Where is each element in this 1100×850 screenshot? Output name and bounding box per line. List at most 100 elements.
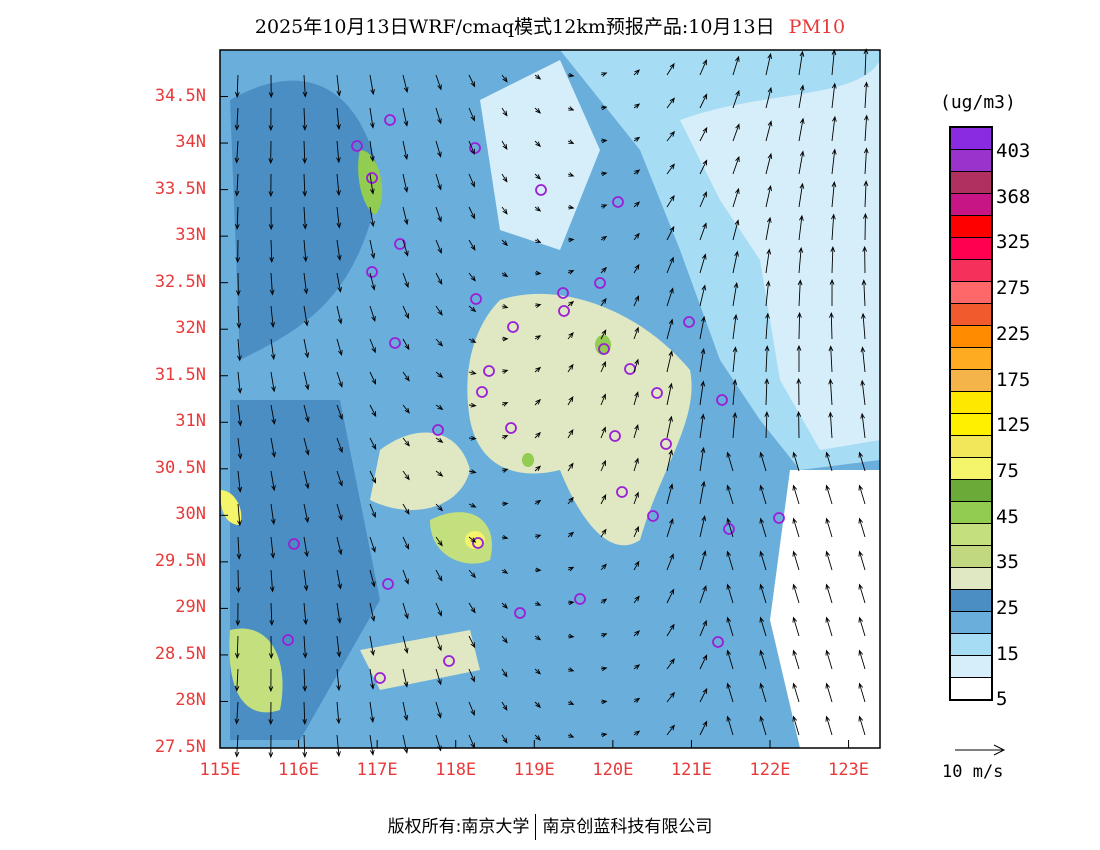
wind-arrow (862, 245, 868, 274)
wind-arrow (402, 602, 409, 620)
wind-arrow (798, 50, 805, 76)
wind-arrow (699, 315, 706, 340)
wind-arrow (234, 173, 240, 197)
wind-arrow (825, 484, 833, 505)
wind-arrow (402, 668, 409, 688)
wind-arrow (302, 140, 307, 164)
wind-arrow (765, 248, 772, 274)
wind-arrow (600, 329, 607, 340)
wind-arrow (666, 724, 675, 736)
wind-arrow (336, 206, 342, 229)
wind-arrow (237, 338, 242, 362)
wind-arrow (567, 139, 575, 144)
wind-arrow (268, 668, 274, 693)
wind-arrow (699, 413, 706, 439)
wind-arrow (633, 391, 639, 406)
wind-arrow (831, 115, 837, 142)
station-marker (507, 321, 519, 333)
wind-arrow (732, 55, 740, 76)
wind-arrow (861, 279, 867, 307)
wind-arrow (633, 263, 640, 274)
legend-swatch (951, 414, 991, 436)
wind-arrow (468, 635, 476, 649)
wind-arrow (501, 239, 508, 247)
wind-arrow (759, 682, 767, 703)
wind-arrow (858, 550, 866, 571)
wind-arrow (501, 140, 508, 151)
wind-arrow (435, 371, 444, 378)
wind-arrow (402, 338, 410, 351)
wind-arrow (468, 602, 476, 614)
wind-arrow (567, 633, 575, 639)
wind-arrow (435, 305, 443, 316)
wind-arrow (302, 635, 308, 659)
wind-arrow (765, 52, 772, 76)
wind-arrow (501, 369, 509, 374)
wind-arrow (501, 107, 508, 117)
station-marker (616, 486, 628, 498)
wind-arrow (600, 235, 608, 241)
lat-tick-label: 28N (175, 690, 206, 711)
wind-arrow (402, 173, 409, 193)
wind-arrow (336, 272, 342, 293)
wind-arrow (534, 398, 541, 406)
lat-tick-label: 29N (175, 597, 206, 618)
wind-arrow (534, 107, 542, 114)
wind-arrow (270, 503, 276, 526)
wind-arrow (600, 459, 606, 472)
wind-arrow (600, 266, 607, 274)
wind-reference-arrow (955, 744, 1006, 756)
wind-arrow (600, 426, 606, 439)
wind-arrow (501, 435, 509, 440)
lat-tick-label: 32N (175, 318, 206, 339)
station-marker (470, 293, 482, 305)
wind-arrow (666, 449, 674, 472)
wind-arrow (435, 635, 442, 652)
station-marker (609, 430, 621, 442)
wind-arrow (501, 304, 509, 309)
wind-arrow (798, 84, 805, 109)
wind-arrow (567, 300, 575, 307)
legend-unit: (ug/m3) (940, 92, 1016, 113)
wind-arrow (501, 74, 508, 83)
wind-arrow (534, 499, 542, 505)
wind-arrow (633, 295, 640, 307)
wind-arrow (235, 272, 241, 297)
wind-arrow (468, 701, 475, 716)
wind-arrow (726, 517, 734, 538)
map-frame (219, 49, 881, 749)
wind-arrow (402, 503, 410, 515)
wind-arrow (236, 536, 242, 560)
wind-arrow (237, 470, 243, 493)
wind-arrow (732, 282, 739, 307)
wind-arrow (402, 206, 409, 226)
wind-arrow (270, 437, 276, 458)
wind-reference-label: 10 m/s (942, 762, 1004, 782)
station-marker (366, 172, 378, 184)
wind-arrow (792, 550, 800, 571)
wind-arrow (501, 734, 508, 744)
wind-arrow (435, 503, 444, 512)
wind-arrow (796, 410, 802, 439)
wind-arrow (633, 630, 641, 637)
wind-arrow (303, 404, 310, 423)
wind-arrow (699, 253, 707, 274)
wind-arrow (798, 182, 805, 208)
legend-label: 25 (996, 597, 1019, 619)
wind-arrow (369, 206, 375, 228)
wind-arrow (369, 74, 375, 96)
lat-tick-label: 31N (175, 411, 206, 432)
wind-arrow (534, 465, 542, 472)
wind-arrow (792, 616, 800, 637)
wind-arrow (534, 635, 542, 641)
wind-arrow (792, 715, 800, 736)
wind-arrow (825, 682, 833, 703)
wind-arrow (699, 619, 707, 637)
wind-arrow (666, 658, 675, 670)
wind-arrow (534, 303, 542, 308)
station-marker (351, 140, 363, 152)
wind-arrow (567, 462, 574, 472)
title-pollutant: PM10 (788, 16, 846, 38)
wind-arrow (600, 732, 608, 738)
wind-arrow (534, 173, 542, 180)
